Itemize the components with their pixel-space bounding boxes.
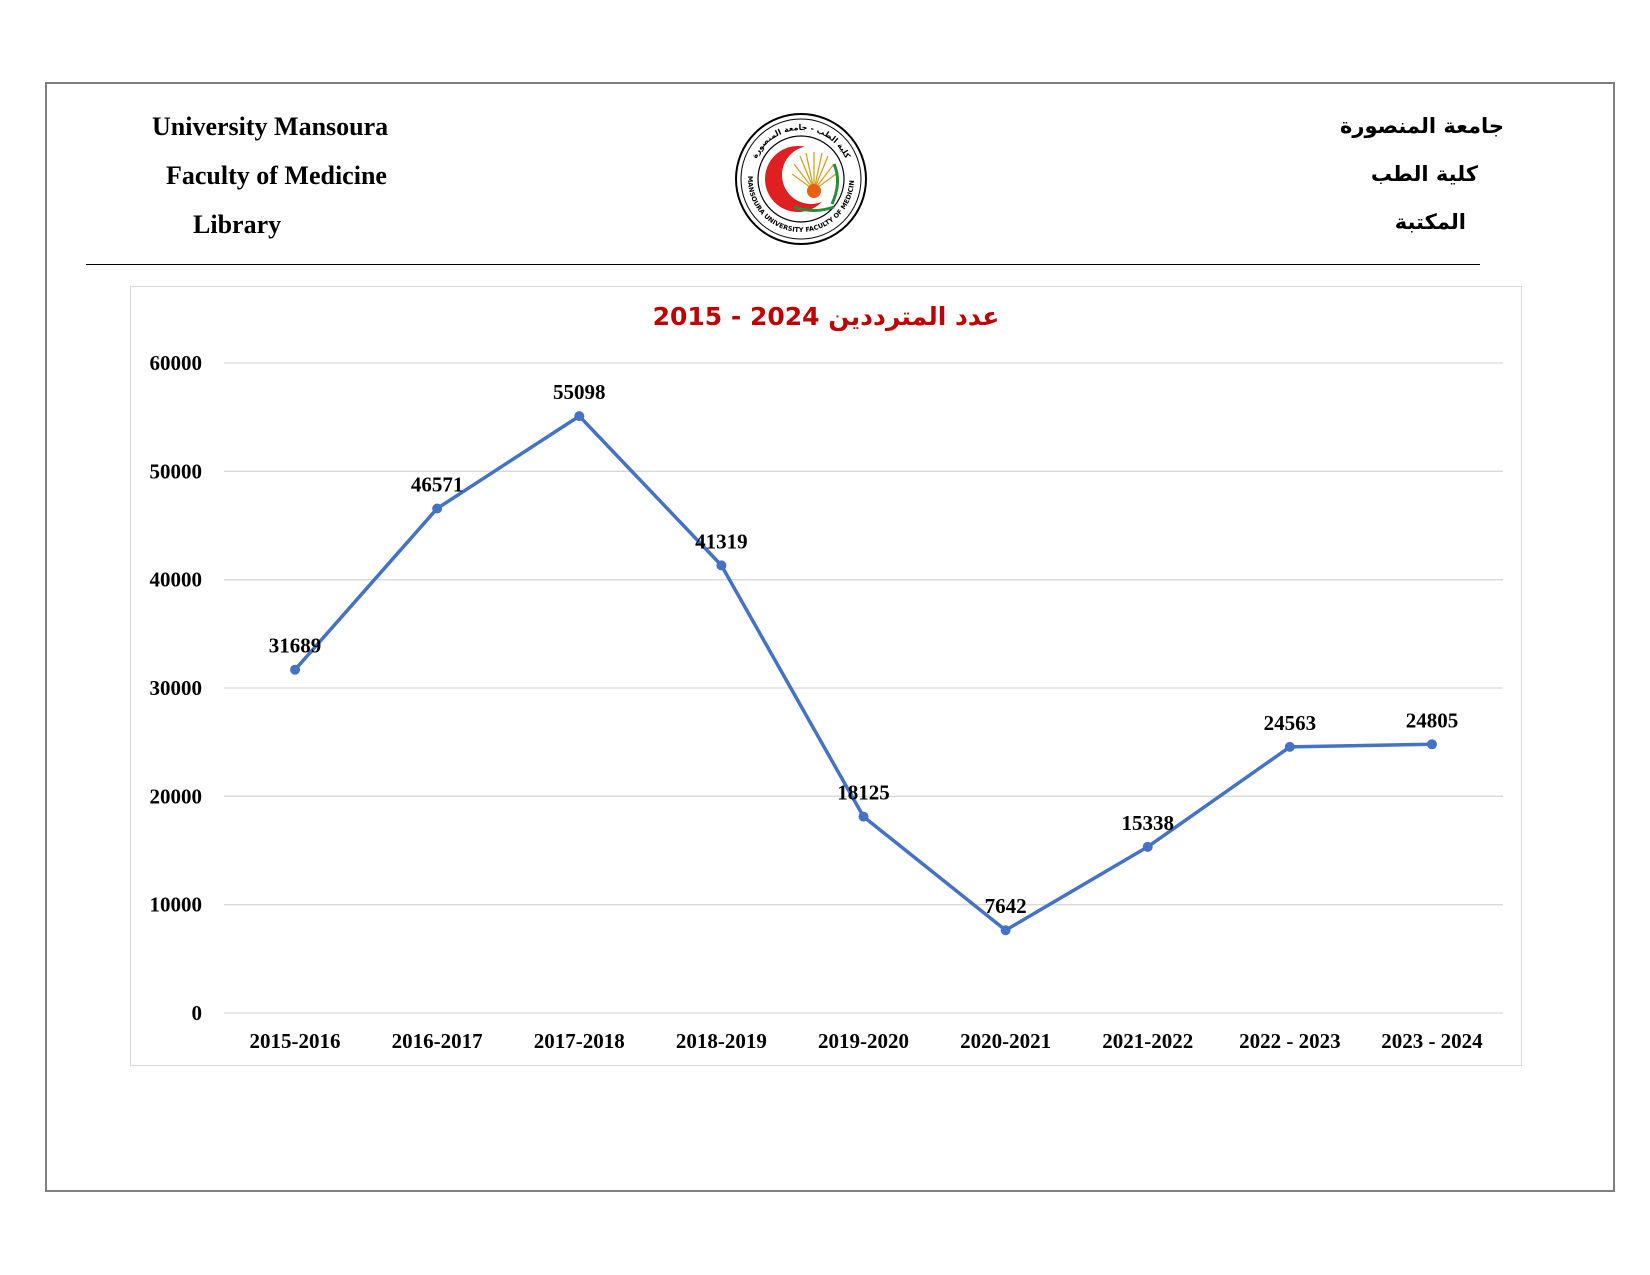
data-label: 15338: [1121, 811, 1174, 835]
y-tick-label: 50000: [150, 459, 203, 483]
data-label: 55098: [553, 380, 606, 404]
x-tick-label: 2018-2019: [676, 1029, 767, 1053]
data-label: 41319: [695, 529, 748, 553]
x-tick-label: 2020-2021: [960, 1029, 1051, 1053]
data-point: [716, 560, 727, 571]
y-axis-ticks: 0 10000 20000 30000 40000 50000 60000: [150, 351, 203, 1025]
x-tick-label: 2023 - 2024: [1381, 1029, 1483, 1053]
x-tick-label: 2016-2017: [392, 1029, 483, 1053]
page-frame: [45, 82, 1615, 1192]
faculty-seal-logo: كلية الطب - جامعة المنصورة MANSOURA UNIV…: [734, 112, 867, 245]
data-point: [1142, 841, 1153, 852]
chart-area: [130, 286, 1522, 1066]
y-tick-label: 10000: [150, 893, 203, 917]
series-polyline: [293, 414, 1432, 932]
data-label: 24805: [1406, 708, 1459, 732]
data-label: 7642: [985, 894, 1027, 918]
data-point: [290, 664, 301, 675]
university-name-ar: جامعة المنصورة: [1339, 114, 1504, 138]
data-label: 24563: [1264, 711, 1317, 735]
library-name-en: Library: [193, 210, 282, 239]
y-tick-label: 60000: [150, 351, 203, 375]
data-point: [574, 411, 585, 422]
data-label: 31689: [269, 634, 322, 658]
x-tick-label: 2017-2018: [534, 1029, 625, 1053]
x-tick-label: 2021-2022: [1102, 1029, 1193, 1053]
header-divider: [86, 264, 1480, 265]
series-line: [290, 411, 1437, 936]
faculty-name-en: Faculty of Medicine: [166, 161, 387, 190]
faculty-name-ar: كلية الطب: [1370, 162, 1478, 186]
data-point: [432, 503, 443, 514]
university-name-en: University Mansoura: [152, 112, 389, 141]
chart-title: عدد المترددين 2024 - 2015: [652, 302, 1000, 331]
data-point: [1284, 741, 1295, 752]
data-point: [1426, 739, 1437, 750]
data-point: [858, 811, 869, 822]
y-tick-label: 30000: [150, 676, 203, 700]
library-name-ar: المكتبة: [1394, 210, 1466, 234]
gridlines: [224, 362, 1503, 1014]
y-tick-label: 40000: [150, 568, 203, 592]
x-tick-label: 2022 - 2023: [1239, 1029, 1341, 1053]
y-tick-label: 20000: [150, 784, 203, 808]
x-axis-ticks: 2015-2016 2016-2017 2017-2018 2018-2019 2019…: [250, 1029, 1484, 1053]
data-label: 18125: [837, 781, 890, 805]
x-tick-label: 2019-2020: [818, 1029, 909, 1053]
data-label: 46571: [411, 472, 464, 496]
data-labels: 31689 46571 55098 41319 18125 7642 15338 24563 2…: [269, 380, 1458, 918]
y-tick-label: 0: [192, 1001, 203, 1025]
data-point: [1000, 925, 1011, 936]
x-tick-label: 2015-2016: [250, 1029, 341, 1053]
